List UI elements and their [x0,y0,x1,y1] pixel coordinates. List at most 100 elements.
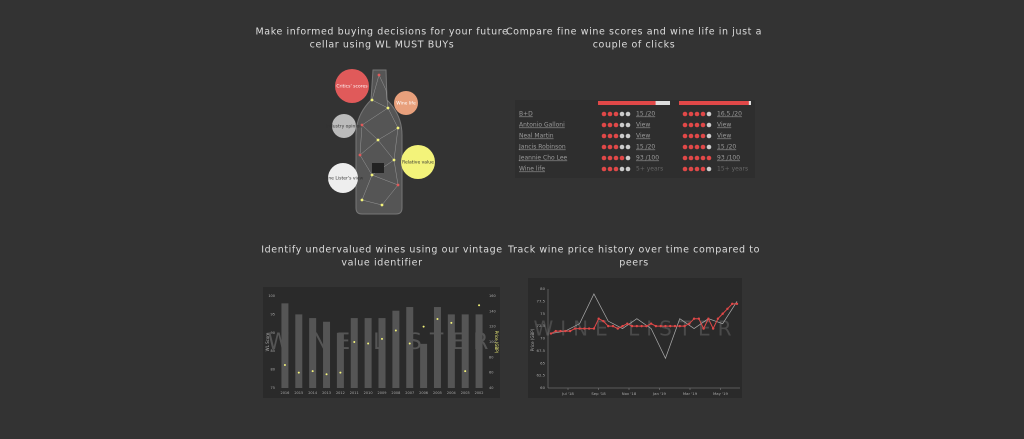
x-tick-label: 2008 [391,391,400,395]
node [396,126,400,130]
price-dot [367,342,370,345]
heading: Make informed buying decisions for your … [256,27,509,38]
rating-dot [601,155,607,161]
price-point [568,329,572,333]
rating-dot [619,144,625,150]
price-point [635,324,639,328]
row-name: Antonio Galloni [519,122,565,129]
price-dot [311,370,314,373]
row-name: Wine life [519,166,545,173]
price-dot [353,341,356,343]
cell: 93 /100 [636,155,659,162]
heading: Identify undervalued wines using our vin… [261,245,503,256]
node [386,106,390,110]
cell: 16.5 /20 [717,111,742,118]
rating-dot [607,122,613,128]
price-point [716,317,720,320]
rating-dot [607,166,613,172]
heading: peers [619,258,649,269]
rating-dot [694,133,700,139]
row-name: Neal Martin [519,133,554,140]
rating-dot [688,166,694,172]
rating-dot [688,155,694,161]
price-point [707,317,710,320]
rating-dot [682,155,688,161]
y-tick-label: 77.5 [537,298,546,303]
y-tick-label: 95 [271,312,275,316]
rating-dot [613,111,619,117]
y-tick-label: 85 [271,349,275,353]
price-point [578,327,581,330]
row-name: Jeannie Cho Lee [518,155,568,162]
row-name: Jancis Robinson [518,144,566,151]
price-point [597,317,600,320]
price-point [616,327,619,330]
rating-dot [700,111,706,117]
cell: 15 /20 [636,111,655,118]
price-point [554,329,557,333]
node [380,203,384,207]
y-tick-label: 62.5 [537,373,546,378]
price-point [659,324,662,328]
y-label: WL Score [265,332,270,351]
rating-dot [700,166,706,172]
price-point [549,332,553,335]
y-tick-label: 75 [540,311,545,316]
node [358,153,362,157]
bubble-label: Wine life [396,101,416,107]
y-tick-label: 70 [540,336,545,341]
price-dot [297,371,300,374]
price-point [583,327,586,330]
cell: View [636,133,650,140]
rating-dot [607,133,613,139]
y-tick-label: 60 [540,385,545,390]
price-point [592,327,596,330]
rating-dot [694,144,700,150]
rating-dot [607,111,613,117]
price-point [559,329,562,333]
y-tick-label: 90 [271,331,275,335]
bar [364,318,372,388]
bar [420,343,428,388]
rating-dot [625,155,631,161]
rating-dot [694,155,700,161]
bar [433,307,441,388]
price-point [683,324,686,328]
rating-dot [619,122,625,128]
rating-dot [619,155,625,161]
bubble [401,145,435,179]
rating-dot [625,144,631,150]
price-dot [325,373,328,376]
node [392,158,396,162]
y2-tick-label: 60 [489,371,493,375]
cell: 15 /20 [717,144,736,151]
x-tick-label: 2015 [294,391,303,395]
x-tick-label: 2014 [308,391,318,395]
bar [392,310,400,388]
rating-dot [694,111,700,117]
bubble-label: Critics' scores [336,84,368,90]
score-bar [598,101,656,105]
x-tick-label: 2012 [336,391,345,395]
rating-dot [688,133,694,139]
bubble-label: Relative value [402,160,434,166]
rating-dot [607,155,613,161]
bar [378,318,386,388]
rating-dot [688,111,694,117]
y-tick-label: 80 [540,286,545,291]
bar [295,314,303,388]
x-tick-label: 2003 [461,391,470,395]
bubble-label: Industry opinion [326,124,363,130]
price-point [678,324,681,328]
x-tick-label: 2002 [475,391,484,395]
rating-dot [682,133,688,139]
heading: value identifier [341,258,422,269]
y2-tick-label: 40 [489,386,493,390]
price-point [607,324,610,328]
price-point [564,329,567,333]
x-tick-label: 2006 [419,391,428,395]
node [376,138,380,142]
price-point [626,322,629,325]
price-point [573,327,577,330]
